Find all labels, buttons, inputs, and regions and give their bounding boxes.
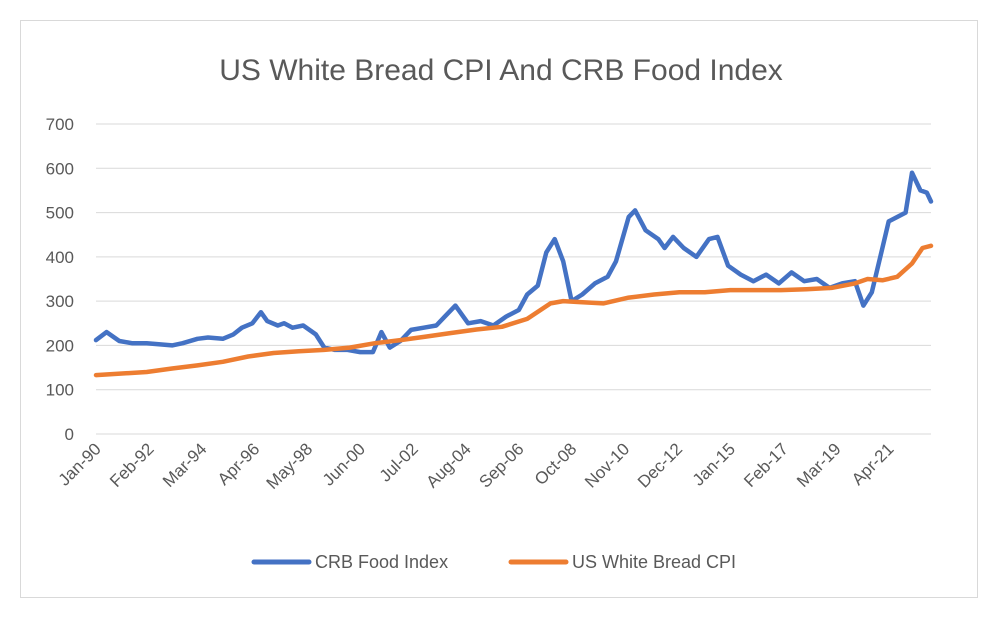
x-tick-label: Apr-96: [214, 439, 264, 489]
x-tick-label: Dec-12: [634, 439, 686, 491]
x-tick-label: Sep-06: [475, 439, 527, 491]
gridlines: [96, 123, 931, 435]
y-tick-label: 400: [46, 248, 74, 267]
y-tick-label: 600: [46, 159, 74, 178]
x-tick-label: May-98: [263, 439, 317, 493]
x-tick-label: Jan-90: [55, 439, 105, 489]
x-tick-label: Oct-08: [531, 439, 581, 489]
x-tick-label: Aug-04: [423, 439, 475, 491]
x-tick-label: Apr-21: [848, 439, 898, 489]
x-tick-label: Jun-00: [319, 439, 369, 489]
chart-svg: US White Bread CPI And CRB Food Index 0 1…: [46, 54, 934, 572]
x-tick-label: Jul-02: [376, 439, 422, 485]
y-tick-label: 100: [46, 381, 74, 400]
y-tick-label: 500: [46, 204, 74, 223]
legend-label-us-white-bread-cpi: US White Bread CPI: [572, 552, 736, 572]
x-tick-label: Mar-94: [159, 439, 211, 491]
legend: CRB Food Index US White Bread CPI: [251, 552, 736, 572]
x-tick-label: Feb-92: [106, 439, 158, 491]
series-line-us-white-bread-cpi: [93, 243, 934, 378]
legend-label-crb-food-index: CRB Food Index: [315, 552, 448, 572]
y-tick-label: 700: [46, 115, 74, 134]
y-tick-label: 300: [46, 292, 74, 311]
series-line-crb-food-index: [93, 170, 934, 355]
x-tick-label: Feb-17: [740, 439, 792, 491]
chart-frame: US White Bread CPI And CRB Food Index 0 1…: [20, 20, 978, 598]
x-axis-ticks: Jan-90 Feb-92 Mar-94 Apr-96 May-98 Jun-00 Jul-…: [55, 439, 898, 493]
series-lines: [93, 170, 934, 378]
x-tick-label: Jan-15: [689, 439, 739, 489]
y-tick-label: 200: [46, 336, 74, 355]
x-tick-label: Nov-10: [581, 439, 633, 491]
chart-title: US White Bread CPI And CRB Food Index: [219, 54, 783, 87]
y-tick-label: 0: [65, 425, 74, 444]
y-axis-ticks: 0 100 200 300 400 500 600 700: [46, 115, 74, 444]
x-tick-label: Mar-19: [793, 439, 845, 491]
